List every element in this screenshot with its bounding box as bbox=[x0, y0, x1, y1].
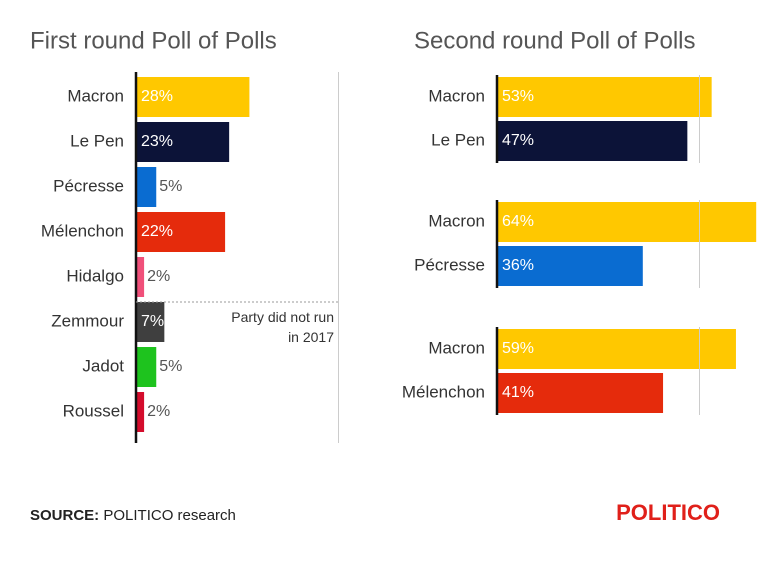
bar bbox=[497, 121, 688, 161]
category-label: Macron bbox=[428, 211, 485, 230]
value-label: 5% bbox=[159, 178, 182, 195]
category-label: Roussel bbox=[63, 401, 124, 420]
value-label: 2% bbox=[147, 403, 170, 420]
category-label: Macron bbox=[67, 86, 124, 105]
value-label: 23% bbox=[141, 133, 173, 150]
annotation-line: in 2017 bbox=[288, 329, 334, 345]
annotation-line: Party did not run bbox=[231, 309, 334, 325]
bar bbox=[497, 373, 664, 413]
value-label: 47% bbox=[502, 132, 534, 149]
bar bbox=[136, 212, 226, 252]
value-label: 64% bbox=[502, 213, 534, 230]
bar bbox=[136, 347, 157, 387]
bar bbox=[136, 392, 145, 432]
bar bbox=[136, 302, 165, 342]
value-label: 28% bbox=[141, 88, 173, 105]
value-label: 36% bbox=[502, 257, 534, 274]
chart-title: First round Poll of Polls bbox=[30, 27, 277, 54]
category-label: Mélenchon bbox=[402, 382, 485, 401]
annotation: Party did not run in 2017 bbox=[231, 309, 334, 345]
bar bbox=[136, 77, 250, 117]
category-label: Pécresse bbox=[53, 176, 124, 195]
source-label: SOURCE: bbox=[30, 507, 99, 524]
bar bbox=[497, 246, 643, 286]
source-text: POLITICO research bbox=[103, 507, 236, 524]
category-label: Zemmour bbox=[51, 311, 124, 330]
bar bbox=[497, 77, 712, 117]
value-label: 59% bbox=[502, 340, 534, 357]
value-label: 2% bbox=[147, 268, 170, 285]
logo: POLITICO bbox=[616, 500, 720, 525]
category-label: Mélenchon bbox=[41, 221, 124, 240]
category-label: Macron bbox=[428, 338, 485, 357]
bar bbox=[497, 329, 736, 369]
value-label: 22% bbox=[141, 223, 173, 240]
source: SOURCE: POLITICO research bbox=[30, 507, 236, 524]
category-label: Hidalgo bbox=[66, 266, 124, 285]
value-label: 53% bbox=[502, 88, 534, 105]
category-label: Jadot bbox=[82, 356, 124, 375]
bar bbox=[136, 122, 230, 162]
value-label: 41% bbox=[502, 384, 534, 401]
value-label: 7% bbox=[141, 313, 164, 330]
category-label: Le Pen bbox=[431, 130, 485, 149]
category-label: Pécresse bbox=[414, 255, 485, 274]
bar bbox=[497, 202, 757, 242]
bar bbox=[136, 257, 145, 297]
category-label: Macron bbox=[428, 86, 485, 105]
chart-title: Second round Poll of Polls bbox=[414, 27, 696, 54]
category-label: Le Pen bbox=[70, 131, 124, 150]
bar bbox=[136, 167, 157, 207]
value-label: 5% bbox=[159, 358, 182, 375]
